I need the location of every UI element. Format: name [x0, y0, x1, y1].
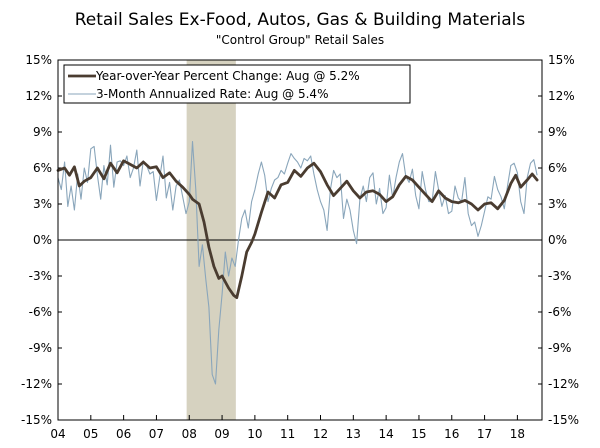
x-tick-label: 17 [477, 427, 492, 441]
x-tick-label: 06 [116, 427, 131, 441]
y-tick-label-right: -15% [548, 413, 579, 427]
x-tick-label: 05 [83, 427, 98, 441]
y-tick-label-right: -3% [548, 269, 571, 283]
y-tick-label-left: 3% [33, 197, 52, 211]
y-tick-label-left: -12% [21, 377, 52, 391]
y-tick-label-right: -6% [548, 305, 571, 319]
x-axis: 04 05 06 07 08 09 10 11 12 13 14 15 16 17 18 [50, 415, 525, 441]
chart-subtitle: "Control Group" Retail Sales [216, 33, 384, 47]
legend-box [63, 64, 411, 104]
y-tick-label-right: 3% [548, 197, 567, 211]
y-tick-label-right: 9% [548, 125, 567, 139]
x-tick-label: 10 [247, 427, 262, 441]
y-tick-label-left: -6% [29, 305, 52, 319]
x-tick-label: 11 [280, 427, 295, 441]
y-tick-label-right: 6% [548, 161, 567, 175]
legend: Year-over-Year Percent Change: Aug @ 5.2… [63, 64, 411, 104]
y-tick-label-right: -9% [548, 341, 571, 355]
plot-frame [57, 59, 543, 421]
series-line-year-over-year [56, 159, 539, 300]
y-tick-label-left: -9% [29, 341, 52, 355]
x-tick-label: 18 [510, 427, 525, 441]
legend-label-year-over-year: Year-over-Year Percent Change: Aug @ 5.2… [95, 69, 360, 83]
y-tick-label-left: 12% [25, 89, 52, 103]
y-tick-label-right: -12% [548, 377, 579, 391]
x-tick-label: 07 [149, 427, 164, 441]
y-tick-label-right: 12% [548, 89, 575, 103]
y-tick-label-left: -3% [29, 269, 52, 283]
x-tick-label: 15 [411, 427, 426, 441]
y-axis-right: 15% 12% 9% 6% 3% 0% -3% -6% -9% -12% -15% [538, 53, 579, 427]
x-tick-label: 13 [346, 427, 361, 441]
x-tick-label: 08 [182, 427, 197, 441]
y-tick-label-left: 6% [33, 161, 52, 175]
y-tick-label-right: 15% [548, 53, 575, 67]
chart-title: Retail Sales Ex-Food, Autos, Gas & Build… [75, 10, 526, 30]
y-tick-label-left: 15% [25, 53, 52, 67]
series-line-annualized-rate [57, 141, 538, 385]
x-tick-label: 16 [444, 427, 459, 441]
y-tick-label-left: -15% [21, 413, 52, 427]
y-tick-label-left: 0% [33, 233, 52, 247]
legend-label-annualized-rate: 3-Month Annualized Rate: Aug @ 5.4% [96, 87, 328, 101]
x-tick-label: 09 [214, 427, 229, 441]
y-tick-label-left: 9% [33, 125, 52, 139]
x-tick-label: 12 [313, 427, 328, 441]
x-tick-label: 04 [50, 427, 65, 441]
y-tick-label-right: 0% [548, 233, 567, 247]
x-tick-label: 14 [378, 427, 393, 441]
y-axis-left: 15% 12% 9% 6% 3% 0% -3% -6% -9% -12% -15% [21, 53, 62, 427]
